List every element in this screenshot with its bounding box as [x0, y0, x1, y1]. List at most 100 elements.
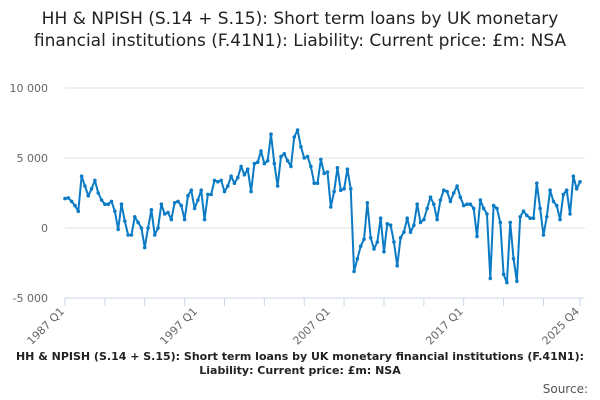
data-point	[96, 191, 101, 195]
data-point	[123, 219, 127, 223]
data-point	[176, 199, 180, 204]
data-point	[126, 233, 130, 237]
data-point	[382, 250, 386, 254]
data-point	[272, 161, 277, 166]
data-point	[395, 264, 400, 268]
data-point	[103, 202, 107, 206]
data-point	[235, 175, 240, 180]
data-point	[265, 159, 270, 163]
data-point	[405, 216, 410, 220]
data-point	[212, 178, 217, 183]
data-point	[412, 223, 416, 227]
data-point	[222, 189, 227, 194]
data-point	[312, 181, 316, 185]
data-point	[66, 196, 71, 200]
data-point	[319, 157, 323, 162]
data-point	[365, 201, 370, 205]
data-point	[132, 215, 137, 219]
data-point	[408, 230, 413, 234]
data-point	[232, 181, 237, 185]
data-point	[388, 223, 393, 227]
data-point	[385, 222, 390, 226]
data-point	[93, 178, 97, 183]
data-point	[245, 167, 250, 171]
data-point	[422, 217, 426, 222]
data-point	[249, 189, 253, 194]
data-point	[142, 245, 147, 250]
data-point	[285, 159, 290, 163]
data-point	[362, 237, 366, 241]
data-point	[461, 203, 466, 208]
data-point	[89, 187, 94, 191]
y-tick-label: 0	[41, 222, 48, 235]
data-point	[375, 240, 380, 244]
data-point	[166, 210, 170, 215]
data-point	[495, 206, 499, 211]
data-point	[315, 181, 320, 185]
data-point	[528, 216, 532, 220]
data-point	[325, 170, 330, 174]
data-point	[445, 189, 449, 194]
data-point	[525, 213, 529, 218]
data-point	[69, 199, 74, 204]
data-point	[498, 220, 503, 225]
data-point	[338, 188, 343, 192]
data-point	[322, 171, 326, 176]
data-point	[259, 149, 263, 153]
data-point	[292, 135, 297, 139]
data-point	[86, 194, 91, 198]
data-point	[578, 180, 582, 184]
y-tick-label: 5 000	[17, 152, 49, 165]
x-tick-label: 2017 Q1	[423, 305, 466, 348]
data-point	[378, 216, 383, 220]
data-point	[392, 240, 396, 244]
data-point	[368, 236, 373, 240]
data-point	[544, 215, 549, 219]
y-tick-label: -5 000	[13, 292, 48, 305]
y-tick-label: 10 000	[10, 82, 49, 95]
series-line	[64, 129, 581, 284]
data-point	[279, 154, 283, 159]
data-point	[229, 174, 233, 178]
data-point	[209, 192, 213, 197]
data-point	[206, 192, 210, 197]
data-point	[73, 203, 77, 208]
data-point	[189, 188, 194, 192]
data-point	[262, 161, 267, 166]
chart-title: HH & NPISH (S.14 + S.15): Short term loa…	[33, 9, 567, 51]
data-point	[252, 161, 257, 166]
data-point	[515, 279, 519, 284]
data-point	[152, 233, 157, 237]
data-point	[355, 257, 360, 261]
data-point	[162, 212, 167, 216]
data-point	[172, 201, 177, 205]
data-point	[169, 217, 174, 222]
data-point	[305, 154, 310, 159]
data-point	[518, 215, 522, 219]
data-point	[548, 188, 552, 192]
data-point	[345, 167, 350, 171]
data-point	[269, 132, 273, 136]
data-point	[458, 195, 463, 199]
data-point	[372, 247, 376, 251]
data-point	[159, 202, 164, 206]
data-point	[441, 188, 446, 192]
data-point	[455, 184, 459, 188]
data-point	[335, 166, 340, 170]
data-point	[116, 227, 120, 232]
data-point	[83, 184, 87, 188]
data-point	[475, 234, 479, 239]
x-tick-label: 2025 Q4	[540, 305, 583, 348]
data-point	[196, 198, 200, 202]
data-point	[471, 206, 476, 211]
data-point	[219, 178, 223, 183]
x-tick-label: 2007 Q1	[290, 305, 333, 348]
data-point	[448, 199, 453, 204]
data-point	[432, 202, 436, 206]
data-point	[289, 164, 293, 169]
data-point	[275, 184, 280, 188]
data-point	[435, 217, 439, 222]
data-point	[478, 198, 483, 202]
data-point	[428, 195, 433, 199]
data-point	[558, 217, 562, 222]
